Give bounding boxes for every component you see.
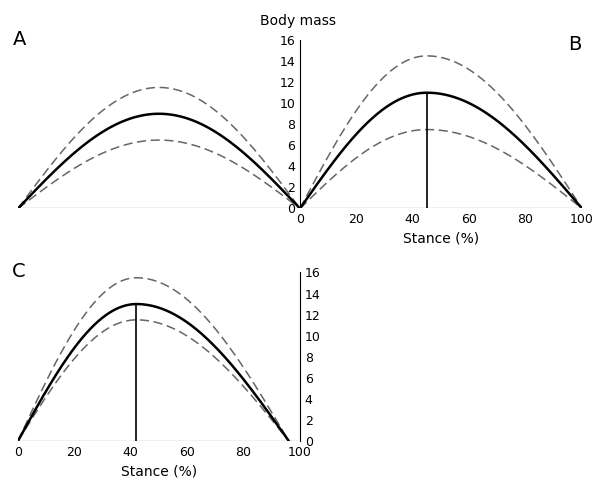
Text: Body mass: Body mass — [260, 14, 336, 28]
Text: A: A — [13, 30, 26, 49]
Text: B: B — [569, 35, 582, 54]
X-axis label: Stance (%): Stance (%) — [403, 232, 479, 246]
Text: C: C — [13, 263, 26, 282]
X-axis label: Stance (%): Stance (%) — [121, 464, 197, 478]
